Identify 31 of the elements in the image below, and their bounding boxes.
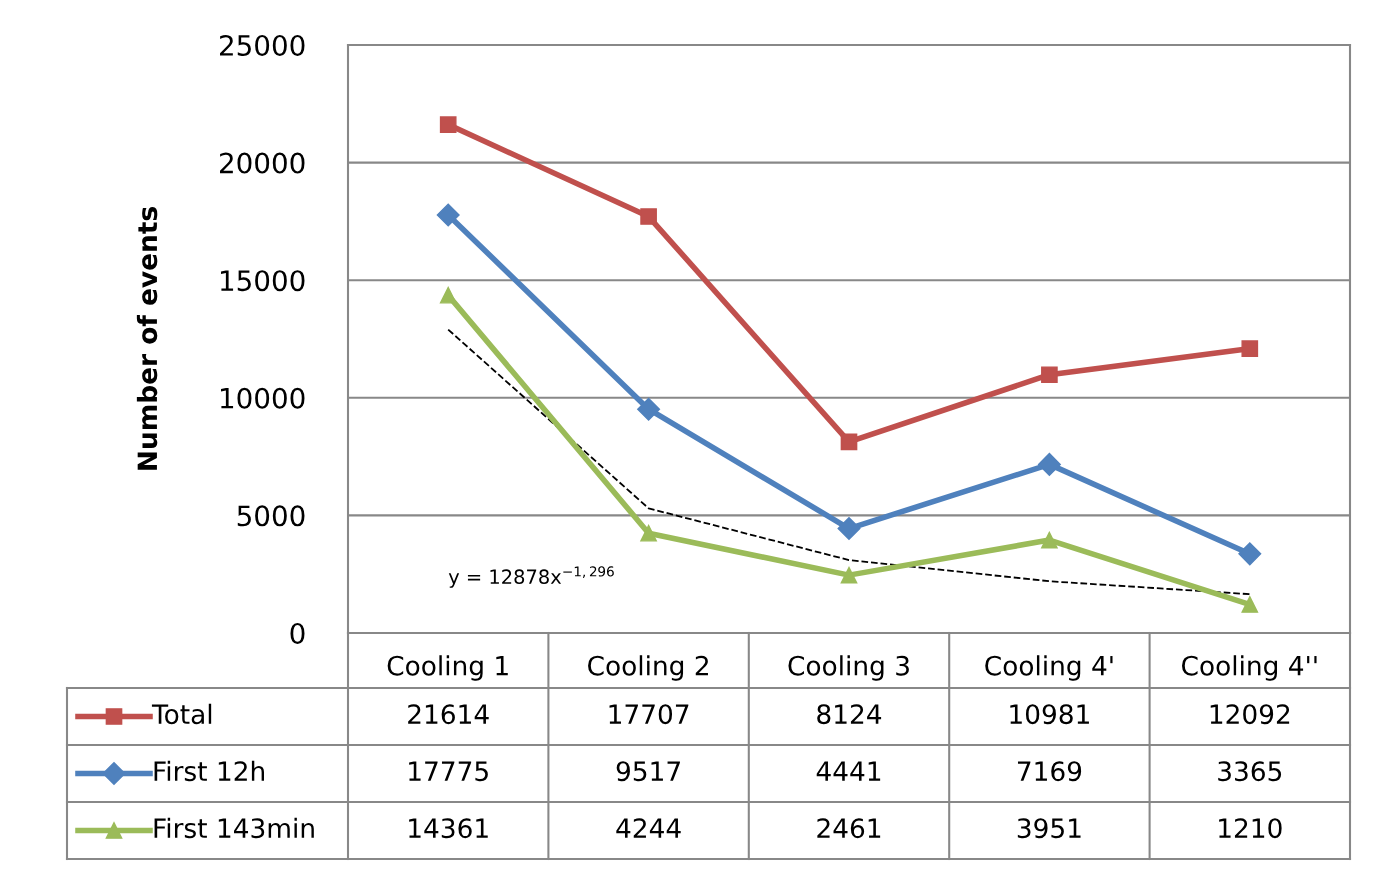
- data-label: 21614: [408, 704, 489, 725]
- data-label: 14361: [409, 818, 488, 839]
- legend-label: Total: [151, 703, 212, 725]
- y-tick-label: 20000: [220, 152, 305, 174]
- data-label: 17775: [409, 761, 488, 782]
- x-tick-label: Cooling 1: [387, 655, 508, 681]
- data-label: 3365: [1218, 761, 1282, 782]
- data-label: 10981: [1010, 704, 1089, 725]
- y-tick-label: 25000: [220, 34, 305, 56]
- x-tick-label: Cooling 3: [788, 655, 909, 681]
- data-label: 4441: [816, 761, 881, 781]
- y-axis-title: Number of events: [136, 207, 158, 470]
- data-label: 17707: [609, 704, 689, 725]
- data-label: 3951: [1017, 818, 1081, 839]
- x-tick-label: Cooling 2: [588, 655, 708, 681]
- legend-label: First 12h: [154, 760, 264, 782]
- legend-label: First 143min: [154, 817, 314, 839]
- data-label: 4244: [616, 818, 681, 838]
- y-tick-label: 10000: [221, 387, 305, 409]
- data-label: 12092: [1210, 704, 1290, 725]
- x-tick-label: Cooling 4'': [1182, 655, 1317, 681]
- data-label: 8124: [817, 704, 882, 725]
- data-label: 9517: [616, 761, 680, 782]
- annotation: y = 12878x$^{−1,296}$: [448, 566, 614, 588]
- data-label: 1210: [1219, 818, 1282, 839]
- y-tick-label: 0: [290, 622, 305, 644]
- y-tick-label: 15000: [221, 270, 305, 292]
- data-label: 7169: [1017, 761, 1082, 782]
- x-tick-label: Cooling 4': [985, 655, 1113, 681]
- y-tick-label: 5000: [237, 505, 305, 527]
- data-label: 2461: [817, 818, 881, 839]
